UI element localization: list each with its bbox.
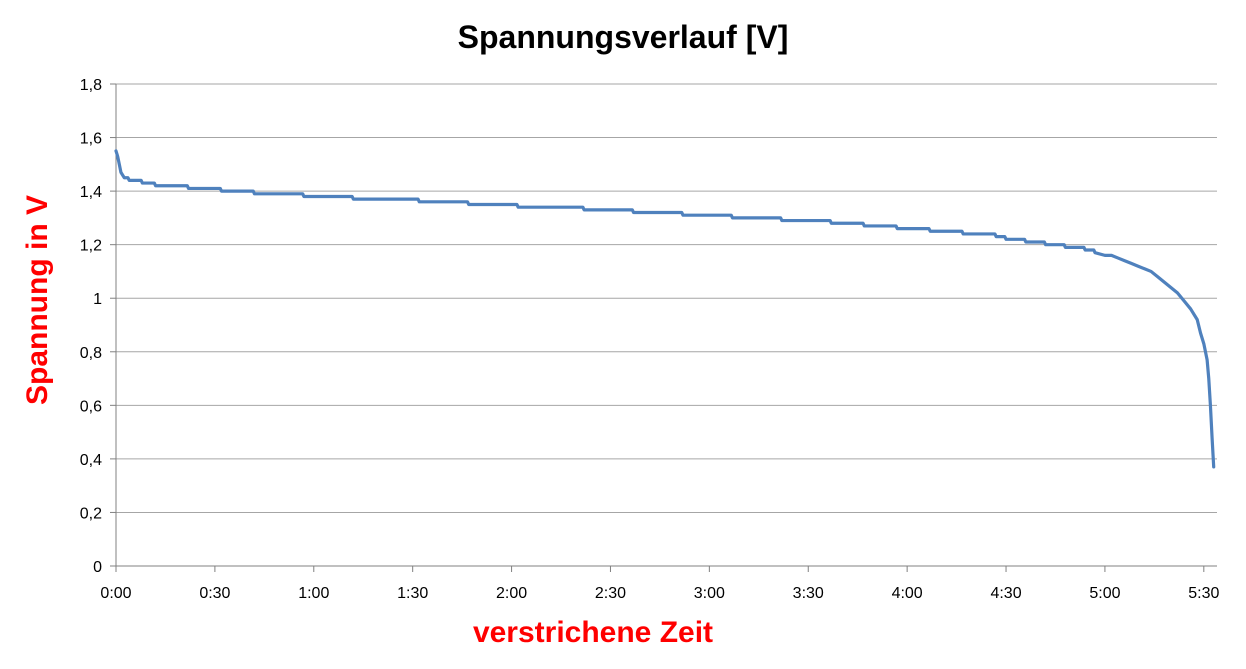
y-tick-label: 1,2	[80, 238, 102, 255]
y-tick-label: 0,2	[80, 505, 102, 522]
x-tick-label: 3:00	[694, 585, 725, 602]
chart-title: Spannungsverlauf [V]	[458, 19, 789, 55]
series-line	[114, 149, 1216, 469]
y-tick-labels: 0 0,2 0,4 0,6 0,8 1 1,2 1,4 1,6 1,8	[80, 77, 116, 576]
x-tick-label: 3:30	[793, 585, 824, 602]
axes	[115, 84, 1217, 567]
y-tick-label: 0,8	[80, 345, 102, 362]
x-tick-label: 2:30	[595, 585, 626, 602]
x-tick-label: 4:00	[892, 585, 923, 602]
x-tick-label: 1:00	[298, 585, 329, 602]
x-tick-labels: 0:00 0:30 1:00 1:30 2:00 2:30 3:00 3:30 4:00 4:30…	[100, 566, 1219, 602]
y-tick-label: 1	[93, 291, 102, 308]
x-tick-label: 1:30	[397, 585, 428, 602]
series-layer	[114, 149, 1216, 469]
x-tick-label: 5:30	[1188, 585, 1219, 602]
y-tick-label: 0,6	[80, 398, 102, 415]
x-tick-label: 4:30	[990, 585, 1021, 602]
y-tick-label: 1,8	[80, 77, 102, 94]
gridlines	[116, 83, 1217, 513]
y-tick-label: 1,4	[80, 184, 102, 201]
x-tick-label: 5:00	[1089, 585, 1120, 602]
x-axis-title: verstrichene Zeit	[473, 616, 713, 649]
y-axis-title: Spannung in V	[21, 195, 54, 405]
y-tick-label: 0,4	[80, 452, 102, 469]
y-tick-label: 1,6	[80, 131, 102, 148]
x-tick-label: 0:30	[199, 585, 230, 602]
y-tick-label: 0	[93, 559, 102, 576]
x-tick-label: 2:00	[496, 585, 527, 602]
x-tick-label: 0:00	[100, 585, 131, 602]
